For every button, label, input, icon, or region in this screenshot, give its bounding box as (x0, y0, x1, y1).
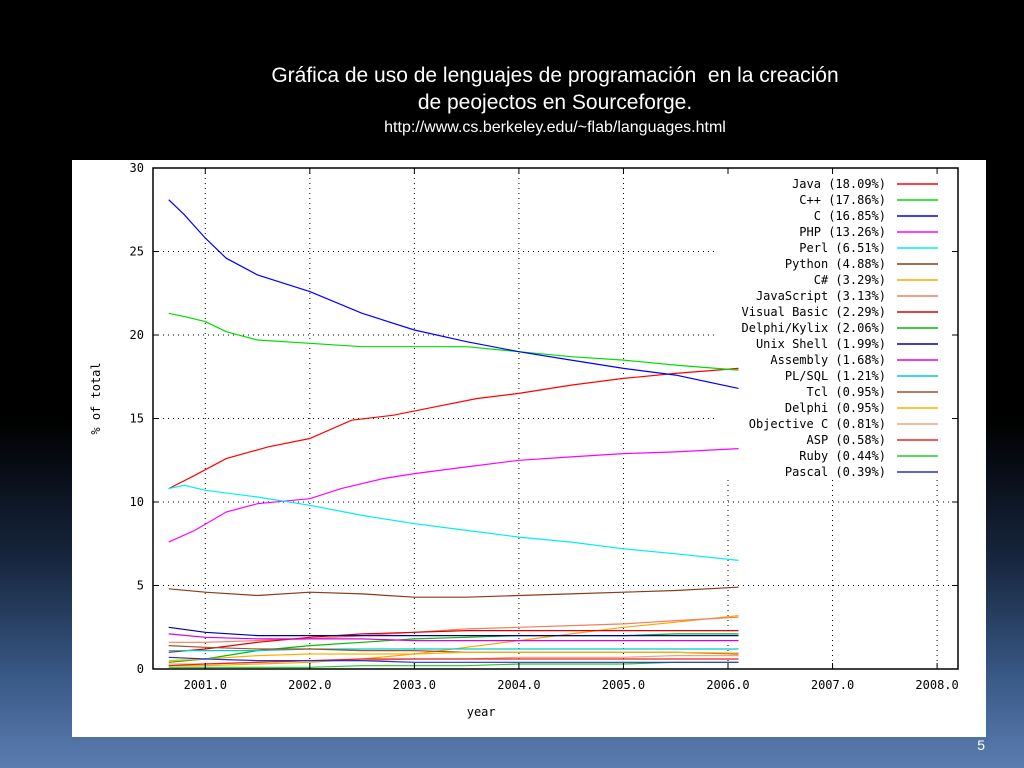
series-lines (168, 199, 739, 668)
x-tick-label: 2002.0 (288, 678, 331, 692)
series-line (168, 656, 739, 663)
series-line (168, 630, 739, 653)
series-line (168, 651, 739, 662)
y-axis-label: % of total (89, 362, 103, 434)
legend-label: Tcl (0.95%) (807, 385, 886, 399)
legend-label: Visual Basic (2.29%) (742, 305, 887, 319)
series-line (168, 312, 739, 371)
legend-label: Assembly (1.68%) (770, 353, 886, 367)
x-tick-label: 2003.0 (393, 678, 436, 692)
source-url: http://www.cs.berkeley.edu/~flab/languag… (384, 119, 726, 136)
legend-label: Perl (6.51%) (799, 241, 886, 255)
series-line (168, 633, 739, 663)
chart-panel: 2001.0 2002.0 2003.0 2004.0 2005.0 2006.0 2007… (72, 160, 986, 737)
series-line (168, 484, 739, 561)
series-line (168, 616, 739, 643)
y-tick-label: 30 (130, 161, 144, 175)
x-tick-label: 2008.0 (915, 678, 958, 692)
series-line (168, 648, 739, 652)
legend: Java (18.09%) C++ (17.86%) C (16.85%) PHP (… (742, 177, 938, 479)
series-line (168, 586, 739, 598)
legend-label: Pascal (0.39%) (785, 465, 886, 479)
legend-label: Objective C (0.81%) (749, 417, 886, 431)
legend-label: C (16.85%) (814, 209, 886, 223)
series-line (168, 661, 739, 668)
x-tick-label: 2004.0 (497, 678, 540, 692)
x-axis-label: year (467, 705, 496, 719)
x-tick-label: 2001.0 (184, 678, 227, 692)
legend-label: PL/SQL (1.21%) (785, 369, 886, 383)
legend-label: Unix Shell (1.99%) (756, 337, 886, 351)
axis-ticks: 2001.0 2002.0 2003.0 2004.0 2005.0 2006.0 2007… (130, 161, 959, 692)
series-line (168, 658, 739, 667)
y-tick-label: 25 (130, 245, 144, 259)
series-line (168, 615, 739, 667)
page-number: 5 (977, 737, 985, 753)
y-tick-label: 15 (130, 412, 144, 426)
y-tick-label: 5 (137, 579, 144, 593)
grid-lines (153, 168, 958, 669)
legend-label: Python (4.88%) (785, 257, 886, 271)
y-tick-label: 10 (130, 495, 144, 509)
x-tick-label: 2005.0 (602, 678, 645, 692)
legend-label: C++ (17.86%) (799, 193, 886, 207)
series-line (168, 626, 739, 637)
slide-title-line-2: de peojectos en Sourceforge. (417, 91, 693, 114)
legend-label: ASP (0.58%) (807, 433, 886, 447)
series-line (168, 448, 739, 543)
y-tick-label: 20 (130, 328, 144, 342)
legend-label: PHP (13.26%) (799, 225, 886, 239)
legend-label: Delphi/Kylix (2.06%) (742, 321, 887, 335)
legend-label: C# (3.29%) (814, 273, 886, 287)
series-line (168, 633, 739, 642)
legend-label: JavaScript (3.13%) (756, 289, 886, 303)
series-line (168, 199, 739, 389)
line-chart: 2001.0 2002.0 2003.0 2004.0 2005.0 2006.0 2007… (89, 161, 959, 719)
legend-label: Ruby (0.44%) (799, 449, 886, 463)
y-tick-label: 0 (137, 662, 144, 676)
slide-title-block: Gráfica de uso de lenguajes de programac… (0, 62, 1024, 139)
x-tick-label: 2006.0 (706, 678, 749, 692)
legend-label: Java (18.09%) (792, 177, 886, 191)
x-tick-label: 2007.0 (811, 678, 854, 692)
series-line (168, 367, 739, 490)
slide-title-line-1: Gráfica de uso de lenguajes de programac… (271, 64, 839, 87)
legend-label: Delphi (0.95%) (785, 401, 886, 415)
